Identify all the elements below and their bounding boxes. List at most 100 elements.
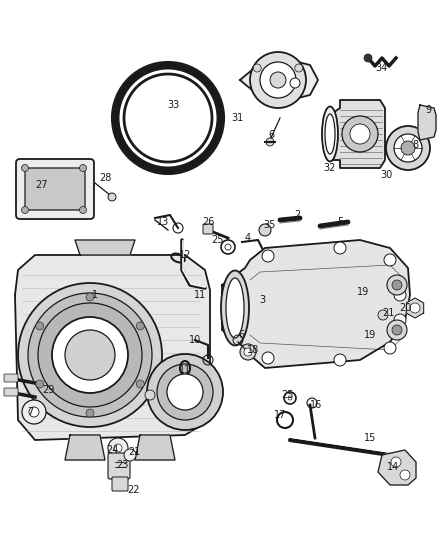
Circle shape	[250, 52, 306, 108]
Circle shape	[400, 470, 410, 480]
Circle shape	[259, 224, 271, 236]
Circle shape	[342, 116, 378, 152]
Text: 11: 11	[194, 290, 206, 300]
Circle shape	[136, 322, 144, 330]
Text: 15: 15	[364, 433, 376, 443]
Text: 1: 1	[92, 290, 98, 300]
Text: 28: 28	[99, 173, 111, 183]
Text: 5: 5	[337, 217, 343, 227]
Text: 20: 20	[399, 303, 411, 313]
Circle shape	[21, 206, 28, 214]
Text: 2: 2	[294, 210, 300, 220]
Circle shape	[266, 138, 274, 146]
Text: 31: 31	[231, 113, 243, 123]
Circle shape	[270, 72, 286, 88]
Circle shape	[387, 275, 407, 295]
Text: 33: 33	[167, 100, 179, 110]
Text: 8: 8	[412, 140, 418, 150]
Circle shape	[167, 374, 203, 410]
Circle shape	[244, 348, 252, 356]
Ellipse shape	[325, 114, 335, 154]
Text: 16: 16	[310, 400, 322, 410]
Polygon shape	[378, 450, 416, 485]
Circle shape	[114, 444, 122, 452]
Text: 24: 24	[106, 445, 118, 455]
FancyBboxPatch shape	[4, 388, 18, 396]
Text: 10: 10	[189, 335, 201, 345]
Circle shape	[260, 62, 296, 98]
FancyBboxPatch shape	[112, 477, 128, 491]
Circle shape	[334, 242, 346, 254]
Text: 11: 11	[179, 365, 191, 375]
Polygon shape	[65, 435, 105, 460]
Circle shape	[80, 165, 86, 172]
Circle shape	[392, 280, 402, 290]
Ellipse shape	[221, 271, 249, 345]
Circle shape	[240, 344, 256, 360]
Circle shape	[65, 330, 115, 380]
Circle shape	[262, 352, 274, 364]
FancyBboxPatch shape	[25, 168, 85, 210]
Circle shape	[364, 54, 372, 62]
Text: 26: 26	[202, 217, 214, 227]
Circle shape	[157, 364, 213, 420]
FancyBboxPatch shape	[203, 224, 213, 234]
Circle shape	[253, 64, 261, 72]
Circle shape	[124, 449, 136, 461]
Circle shape	[38, 303, 142, 407]
Circle shape	[391, 457, 401, 467]
Polygon shape	[135, 435, 175, 460]
Text: 25: 25	[212, 235, 224, 245]
Text: 13: 13	[157, 217, 169, 227]
FancyBboxPatch shape	[108, 453, 130, 479]
Text: 18: 18	[247, 345, 259, 355]
Circle shape	[108, 438, 128, 458]
Circle shape	[334, 354, 346, 366]
Circle shape	[386, 126, 430, 170]
Text: 14: 14	[387, 462, 399, 472]
Polygon shape	[75, 240, 135, 255]
Text: 29: 29	[42, 385, 54, 395]
Polygon shape	[240, 60, 318, 100]
FancyBboxPatch shape	[4, 374, 18, 382]
Ellipse shape	[226, 278, 244, 338]
Circle shape	[394, 314, 406, 326]
Circle shape	[21, 165, 28, 172]
Text: 3: 3	[259, 295, 265, 305]
Text: 7: 7	[27, 407, 33, 417]
Circle shape	[36, 322, 44, 330]
Text: 4: 4	[245, 233, 251, 243]
Text: 35: 35	[264, 220, 276, 230]
Text: 9: 9	[425, 105, 431, 115]
FancyBboxPatch shape	[16, 159, 94, 219]
Polygon shape	[418, 105, 436, 140]
Circle shape	[145, 390, 155, 400]
Text: 23: 23	[116, 460, 128, 470]
Polygon shape	[15, 255, 210, 440]
Text: 17: 17	[274, 410, 286, 420]
Circle shape	[22, 400, 46, 424]
Text: 6: 6	[268, 130, 274, 140]
Circle shape	[387, 320, 407, 340]
Circle shape	[36, 380, 44, 388]
Circle shape	[262, 250, 274, 262]
Text: 19: 19	[357, 287, 369, 297]
Text: 19: 19	[364, 330, 376, 340]
Circle shape	[108, 193, 116, 201]
Circle shape	[28, 293, 152, 417]
Circle shape	[350, 124, 370, 144]
Circle shape	[136, 380, 144, 388]
Circle shape	[384, 254, 396, 266]
Circle shape	[52, 317, 128, 393]
Circle shape	[378, 310, 388, 320]
Text: 6: 6	[238, 330, 244, 340]
Text: 34: 34	[375, 63, 387, 73]
Text: 21: 21	[382, 308, 394, 318]
Circle shape	[86, 293, 94, 301]
Circle shape	[147, 354, 223, 430]
Circle shape	[394, 289, 406, 301]
Circle shape	[394, 134, 422, 162]
Polygon shape	[406, 298, 424, 318]
Circle shape	[29, 407, 39, 417]
Text: 27: 27	[36, 180, 48, 190]
